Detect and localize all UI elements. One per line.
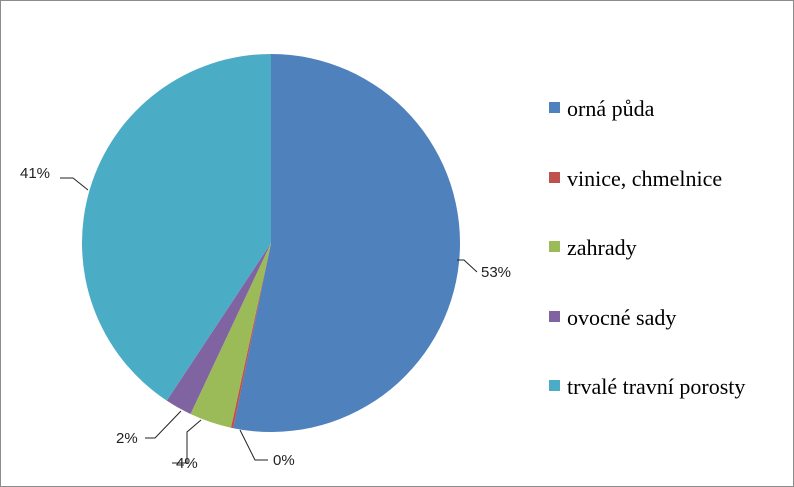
pie-slice-zahrady	[190, 243, 271, 428]
legend-swatch-trvale-travni-porosty	[549, 380, 560, 391]
legend-swatch-orna-puda	[549, 102, 560, 113]
pie-slices	[82, 54, 461, 432]
data-label-zahrady: 4%	[176, 455, 198, 472]
legend-swatch-zahrady	[549, 241, 560, 252]
pie-slice-trvale-travni-porosty	[82, 54, 272, 401]
legend: orná půda vinice, chmelnice zahrady ovoc…	[549, 96, 745, 399]
legend-label-orna-puda: orná půda	[567, 96, 655, 121]
data-label-ovocne-sady: 2%	[116, 430, 138, 447]
pie-slice-ovocne-sady	[166, 243, 271, 415]
leader-line-trvale-travni-porosty	[60, 177, 89, 191]
leader-line-zahrady	[172, 419, 202, 464]
pie-slice-vinice-chmelnice	[230, 243, 271, 429]
leader-line-vinice-chmelnice	[239, 429, 268, 461]
legend-label-vinice-chmelnice: vinice, chmelnice	[567, 166, 722, 191]
legend-label-trvale-travni-porosty: trvalé travní porosty	[567, 374, 745, 399]
data-labels: 53% 0% 4% 2% 41%	[20, 165, 511, 472]
legend-swatch-vinice-chmelnice	[549, 172, 560, 183]
leader-line-ovocne-sady	[145, 410, 182, 439]
leader-line-orna-puda	[457, 259, 478, 273]
legend-label-zahrady: zahrady	[567, 235, 637, 260]
data-label-trvale-travni-porosty: 41%	[20, 165, 50, 182]
data-label-vinice-chmelnice: 0%	[273, 452, 295, 469]
data-label-orna-puda: 53%	[481, 264, 511, 281]
pie-slice-orna-puda	[233, 54, 461, 432]
legend-label-ovocne-sady: ovocné sady	[567, 305, 676, 330]
legend-swatch-ovocne-sady	[549, 311, 560, 322]
leader-lines	[60, 177, 478, 464]
